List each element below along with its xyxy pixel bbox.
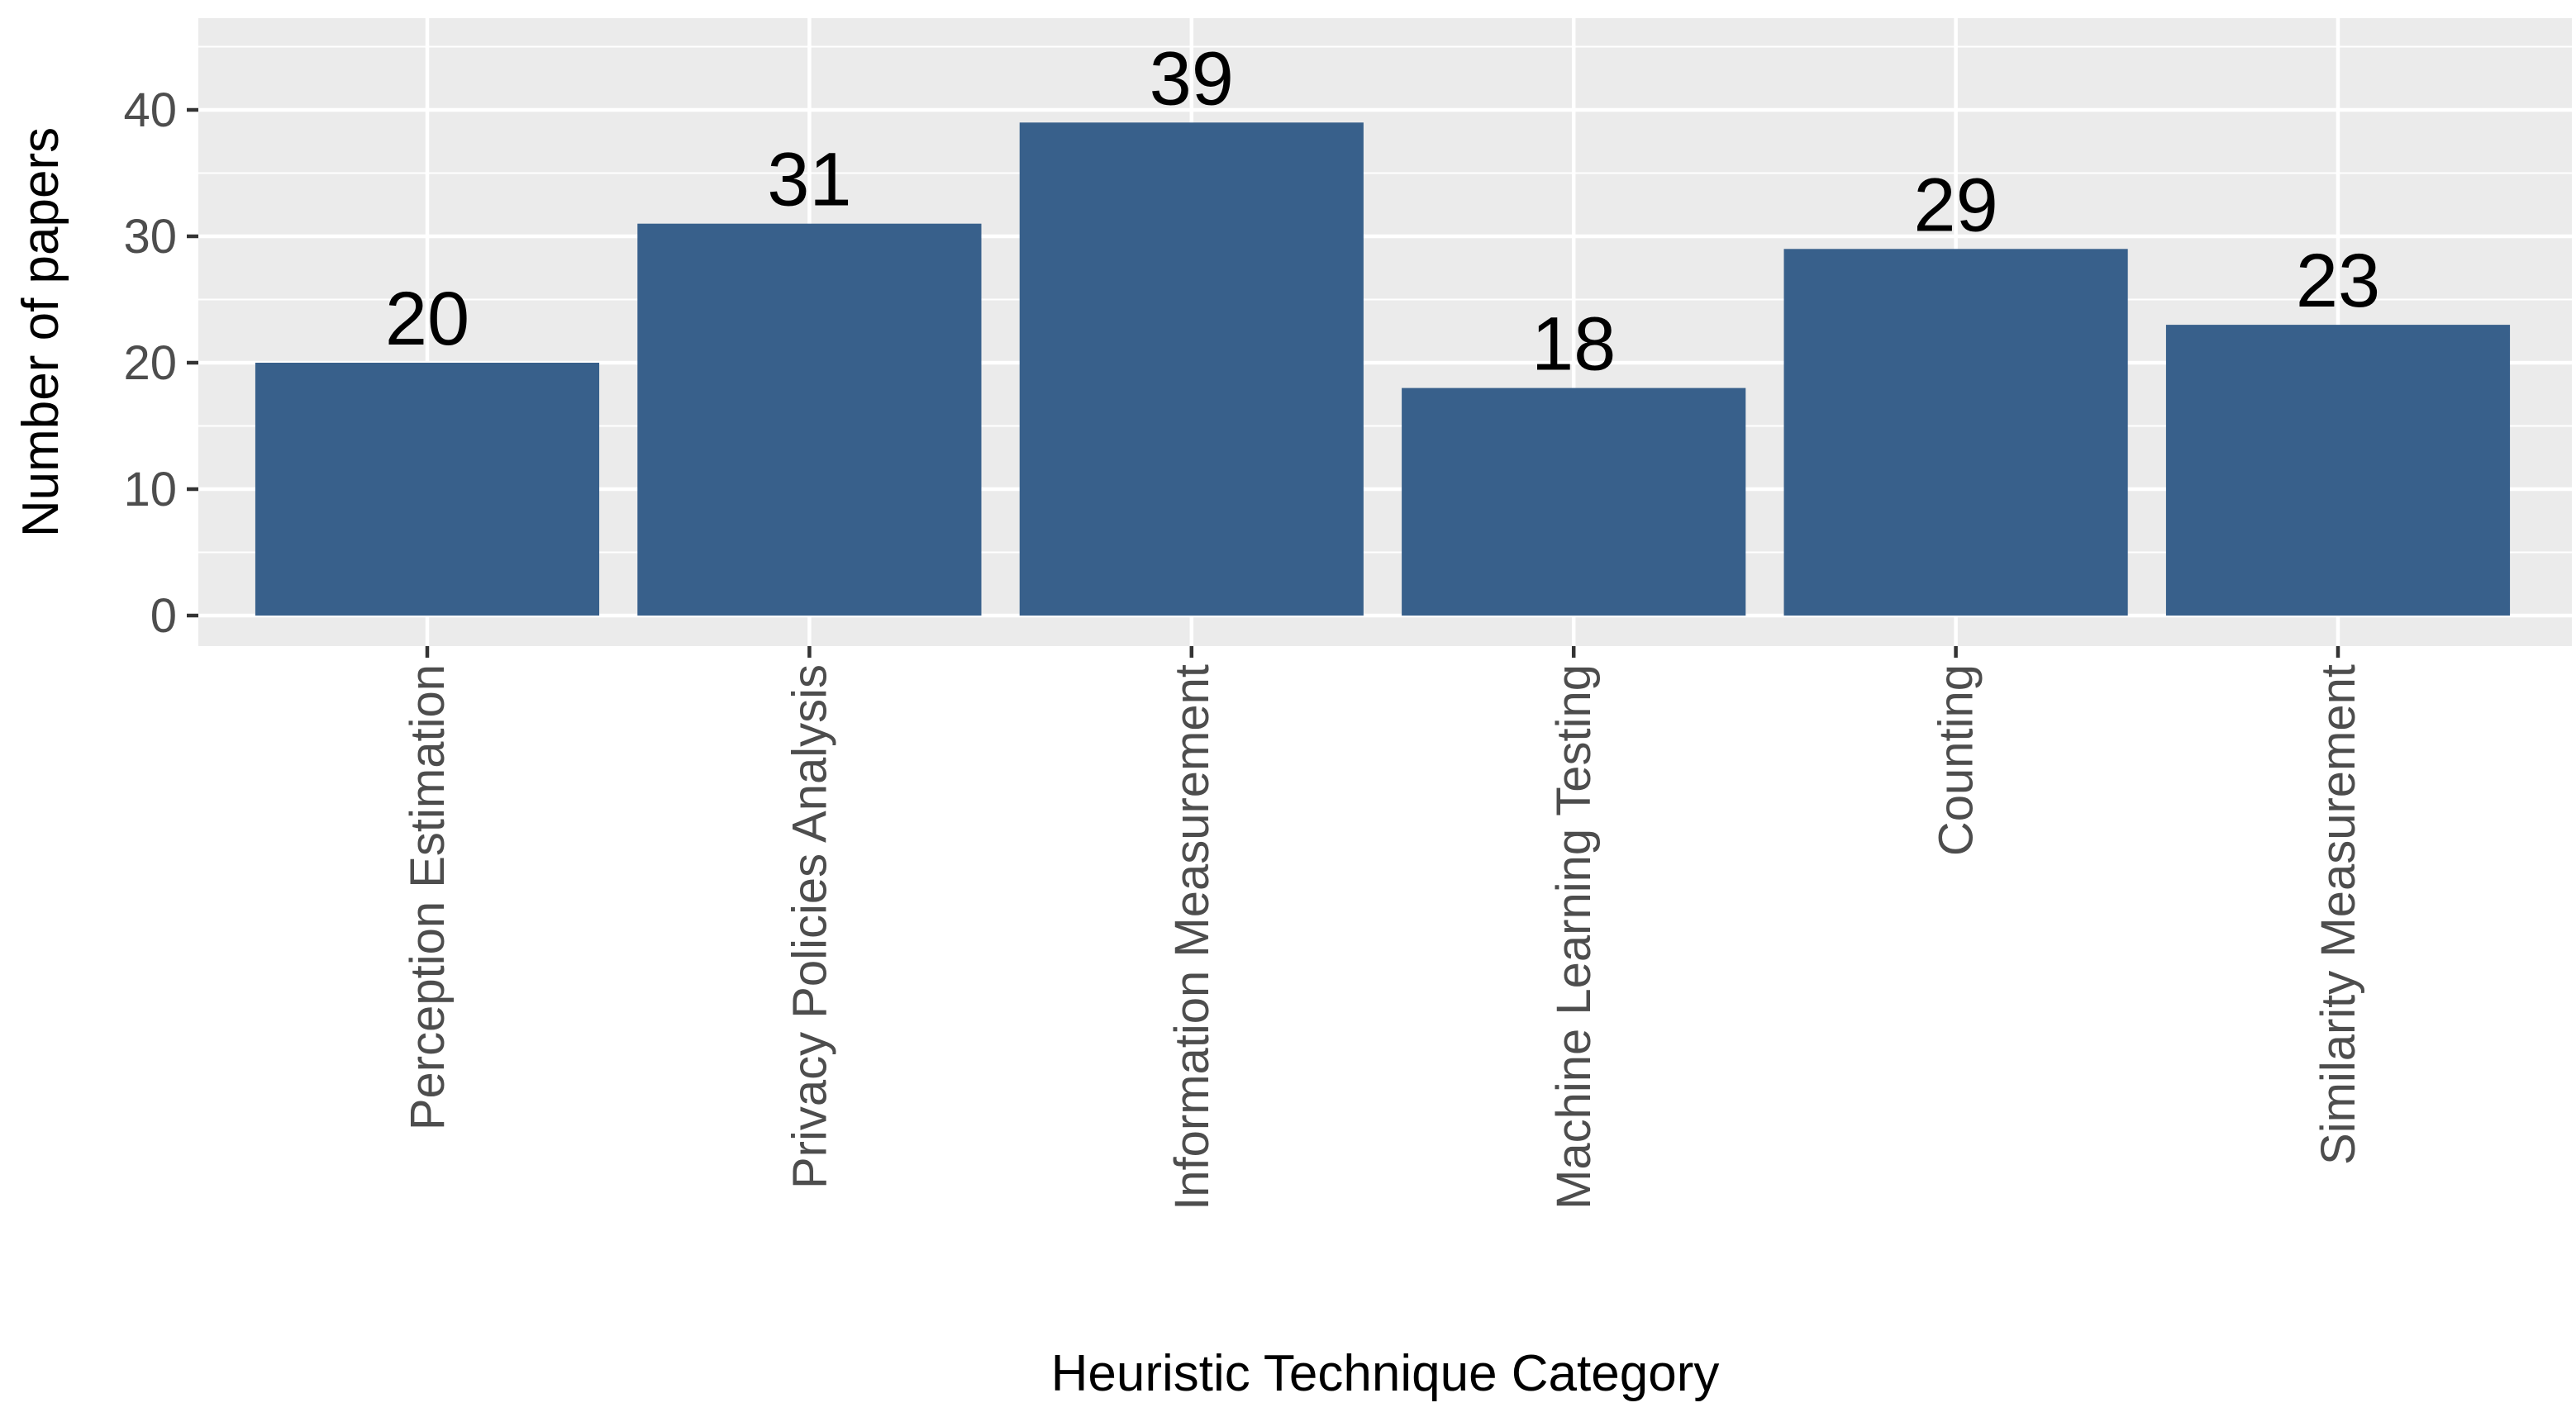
x-axis-ticks: Perception Estimation Privacy Policies An…	[401, 646, 2365, 1210]
x-tick-label: Machine Learning Testing	[1547, 664, 1601, 1210]
x-axis-title: Heuristic Technique Category	[1051, 1345, 1720, 1402]
bar	[1402, 388, 1746, 616]
y-tick-label: 20	[123, 336, 177, 390]
x-tick-label: Privacy Policies Analysis	[783, 664, 836, 1189]
bar	[2165, 325, 2511, 616]
bars	[255, 122, 2511, 616]
bar	[637, 223, 982, 616]
bar-value-label: 29	[1913, 163, 1997, 247]
bar	[1019, 122, 1364, 616]
x-tick-label: Perception Estimation	[401, 664, 455, 1130]
x-tick-label: Counting	[1930, 664, 1983, 856]
bar-value-label: 20	[385, 277, 469, 361]
x-tick-label: Information Measurement	[1165, 664, 1219, 1210]
bar-value-label: 39	[1150, 36, 1234, 121]
y-tick-label: 30	[123, 210, 177, 264]
bar-value-labels: 20 31 39 18 29 23	[385, 36, 2380, 386]
bar	[255, 363, 600, 616]
bar	[1783, 249, 2128, 616]
bar-value-label: 18	[1531, 302, 1616, 387]
bar-value-label: 31	[767, 138, 851, 222]
x-tick-label: Similarity Measurement	[2312, 664, 2365, 1165]
y-axis-ticks: 0 10 20 30 40	[123, 83, 198, 643]
y-tick-label: 40	[123, 83, 177, 137]
bar-value-label: 23	[2296, 239, 2380, 323]
y-axis-title: Number of papers	[12, 127, 69, 537]
y-tick-label: 10	[123, 463, 177, 516]
y-tick-label: 0	[150, 589, 177, 643]
